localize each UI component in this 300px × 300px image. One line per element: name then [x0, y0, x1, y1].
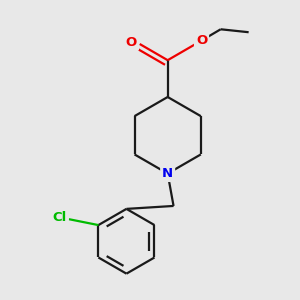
- Text: Cl: Cl: [52, 211, 67, 224]
- Text: N: N: [162, 167, 173, 180]
- Text: O: O: [126, 36, 137, 49]
- Text: O: O: [196, 34, 207, 47]
